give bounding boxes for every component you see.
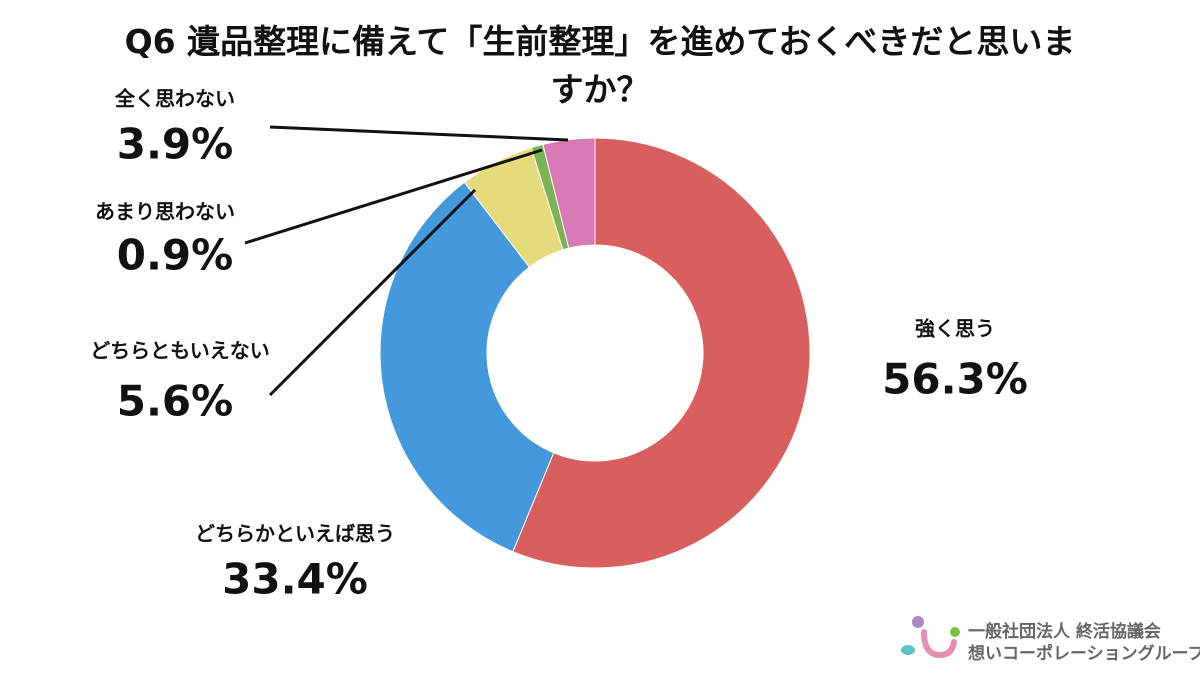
donut-slice (379, 181, 555, 553)
group: 想いコーポレーショングループ (968, 643, 1200, 664)
category-label: あまり思わない (95, 200, 235, 224)
leader-line (269, 125, 569, 142)
logo (901, 616, 960, 659)
value-label: 0.9% (117, 231, 233, 280)
organization: 一般社団法人 終活協議会 (968, 621, 1161, 642)
donut-slice (542, 137, 596, 249)
value-label: 3.9% (117, 120, 233, 169)
category-label: 全く思わない (114, 87, 235, 111)
value-label: 33.4% (222, 555, 368, 604)
value-label: 56.3% (882, 355, 1028, 404)
value-label: 5.6% (117, 377, 233, 426)
donut-slice (512, 137, 811, 569)
category-label: どちらかといえば思う (195, 522, 395, 546)
category-label: 強く思う (915, 317, 995, 341)
chart-title: Q6 遺品整理に備えて「生前整理」を進めておくべきだと思いますか？ (124, 22, 1076, 109)
leader-line (268, 188, 477, 397)
leader-line (244, 148, 543, 245)
category-label: どちらともいえない (90, 339, 270, 363)
